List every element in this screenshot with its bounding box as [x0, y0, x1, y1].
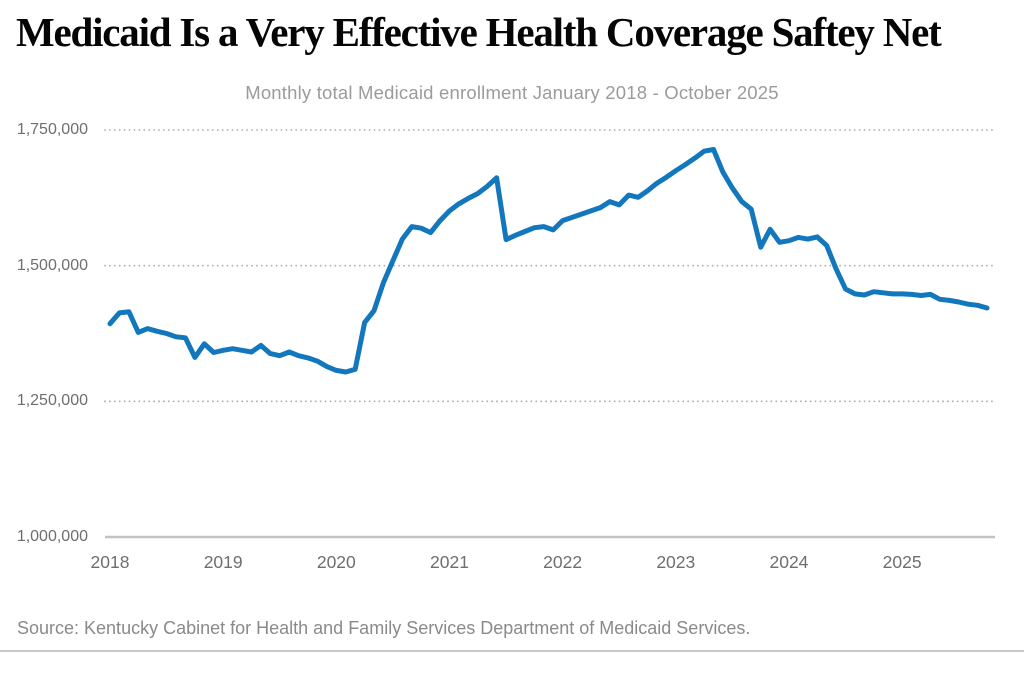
x-tick-label: 2020	[316, 552, 356, 572]
x-tick-label: 2018	[90, 552, 130, 572]
source-note: Source: Kentucky Cabinet for Health and …	[17, 618, 751, 638]
chart-title: Medicaid Is a Very Effective Health Cove…	[16, 9, 942, 55]
y-tick-label: 1,250,000	[16, 392, 88, 410]
horizontal-gridlines	[104, 129, 996, 539]
y-tick-label: 1,500,000	[16, 256, 88, 274]
x-tick-label: 2023	[656, 552, 696, 572]
x-tick-label: 2021	[430, 552, 469, 572]
chart-subtitle: Monthly total Medicaid enrollment Januar…	[245, 82, 779, 103]
x-tick-label: 2022	[543, 552, 583, 572]
x-tick-label: 2025	[882, 552, 922, 572]
enrollment-line	[107, 147, 990, 375]
x-tick-label: 2019	[203, 552, 243, 572]
y-tick-label: 1,000,000	[16, 528, 88, 545]
y-tick-label: 1,750,000	[16, 121, 88, 138]
bottom-divider	[0, 650, 1024, 652]
x-tick-label: 2024	[769, 552, 809, 572]
